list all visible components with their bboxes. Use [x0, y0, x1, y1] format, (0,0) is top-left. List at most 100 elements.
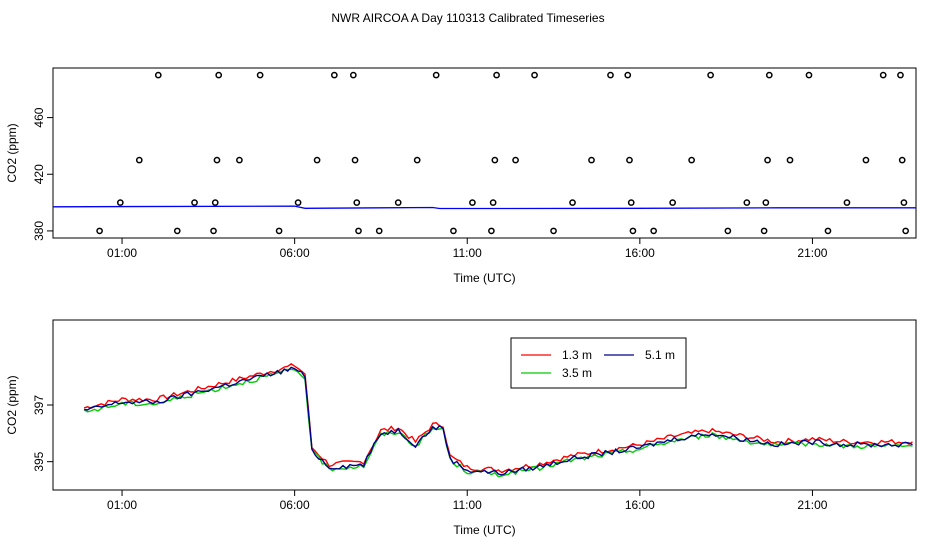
- top-x-tick-label-3: 16:00: [625, 246, 655, 260]
- scatter-point-14: [313, 156, 321, 164]
- scatter-point-47: [762, 199, 770, 206]
- top-y-axis-label: CO2 (ppm): [5, 123, 19, 182]
- scatter-point-16: [349, 71, 357, 79]
- scatter-point-10: [236, 156, 243, 164]
- scatter-point-33: [569, 199, 576, 206]
- scatter-point-11: [256, 71, 264, 79]
- bottom-y-tick-label-1: 397: [32, 395, 46, 415]
- scatter-point-9: [215, 71, 223, 79]
- scatter-point-59: [902, 227, 909, 235]
- scatter-point-15: [330, 71, 338, 79]
- scatter-point-38: [627, 199, 635, 206]
- scatter-point-32: [550, 227, 557, 235]
- top-y-axis: 380 420 460: [32, 107, 53, 241]
- scatter-point-49: [765, 71, 773, 79]
- scatter-point-23: [432, 71, 440, 79]
- scatter-point-8: [213, 156, 221, 164]
- scatter-point-42: [688, 156, 695, 164]
- top-panel: 01:00 06:00 11:00 16:00 21:00 380 420 460 Time…: [5, 67, 917, 285]
- bottom-x-tick-label-1: 06:00: [280, 498, 310, 512]
- scatter-point-1: [116, 199, 124, 206]
- top-x-tick-label-2: 11:00: [453, 246, 482, 260]
- scatter-point-5: [191, 199, 198, 206]
- top-series-line-0: [52, 205, 916, 210]
- scatter-point-20: [375, 227, 383, 235]
- scatter-point-46: [760, 227, 768, 235]
- scatter-point-51: [805, 71, 813, 79]
- scatter-point-45: [743, 199, 751, 206]
- legend-label-5-1m: 5.1 m: [645, 348, 675, 362]
- scatter-point-13: [294, 199, 302, 206]
- scatter-point-57: [898, 156, 906, 164]
- top-x-tick-label-4: 21:00: [797, 246, 827, 260]
- scatter-point-17: [351, 156, 359, 164]
- scatter-point-4: [173, 227, 181, 235]
- scatter-point-21: [394, 199, 402, 206]
- bottom-panel: 01:00 06:00 11:00 16:00 21:00 395 397 Time (U…: [5, 319, 917, 537]
- bottom-x-tick-label-3: 16:00: [625, 498, 655, 512]
- top-x-tick-label-1: 06:00: [280, 246, 310, 260]
- scatter-point-7: [211, 199, 219, 206]
- scatter-point-27: [489, 199, 497, 206]
- scatter-point-12: [275, 227, 283, 235]
- scatter-point-56: [897, 71, 904, 79]
- scatter-point-39: [629, 227, 637, 235]
- top-x-tick-label-0: 01:00: [107, 246, 137, 260]
- scatter-point-43: [707, 71, 714, 79]
- bottom-series-line-1-3-m: [83, 363, 913, 474]
- scatter-point-22: [413, 156, 421, 164]
- scatter-point-25: [469, 199, 476, 206]
- bottom-series-line-5-1-m: [83, 366, 913, 476]
- scatter-point-31: [531, 71, 538, 79]
- bottom-y-axis: 395 397: [32, 395, 53, 472]
- scatter-point-35: [607, 71, 614, 79]
- top-scatter-points: [96, 71, 909, 235]
- legend-box: [510, 337, 687, 389]
- top-x-axis-label: Time (UTC): [453, 271, 515, 285]
- top-x-axis: 01:00 06:00 11:00 16:00 21:00: [107, 237, 828, 260]
- top-series-lines: [52, 205, 916, 210]
- scatter-point-53: [843, 199, 851, 206]
- legend: 1.3 m 5.1 m 3.5 m: [510, 337, 687, 389]
- bottom-x-tick-label-2: 11:00: [453, 498, 482, 512]
- top-y-tick-label-1: 420: [32, 164, 46, 184]
- scatter-point-28: [491, 156, 499, 164]
- chart-title: NWR AIRCOA A Day 110313 Calibrated Times…: [331, 11, 604, 25]
- legend-label-1-3m: 1.3 m: [562, 348, 592, 362]
- scatter-point-6: [210, 227, 217, 235]
- scatter-point-48: [764, 156, 771, 164]
- scatter-point-34: [588, 156, 595, 164]
- scatter-point-24: [450, 227, 457, 235]
- top-y-tick-label-2: 460: [32, 107, 46, 127]
- top-y-tick-label-0: 380: [32, 221, 46, 241]
- scatter-point-40: [650, 227, 657, 235]
- scatter-point-19: [355, 227, 362, 235]
- scatter-point-2: [135, 156, 143, 164]
- scatter-point-44: [724, 227, 732, 235]
- scatter-point-29: [493, 71, 500, 79]
- bottom-x-tick-label-4: 21:00: [797, 498, 827, 512]
- scatter-point-55: [879, 71, 887, 79]
- bottom-series-line-3-5-m: [83, 368, 913, 478]
- scatter-point-50: [786, 156, 794, 164]
- scatter-point-41: [669, 199, 676, 206]
- top-plot-frame: [52, 67, 917, 239]
- scatter-point-26: [488, 227, 495, 235]
- bottom-x-tick-label-0: 01:00: [107, 498, 137, 512]
- scatter-point-58: [900, 199, 908, 206]
- scatter-point-3: [154, 71, 162, 79]
- scatter-point-30: [512, 156, 519, 164]
- bottom-x-axis-label: Time (UTC): [453, 523, 515, 537]
- bottom-x-axis: 01:00 06:00 11:00 16:00 21:00: [107, 489, 828, 512]
- scatter-point-18: [353, 199, 361, 206]
- scatter-point-52: [824, 227, 832, 235]
- scatter-point-54: [862, 156, 870, 164]
- bottom-y-tick-label-0: 395: [32, 451, 46, 471]
- bottom-plot-frame: [52, 319, 917, 491]
- bottom-series-lines: [83, 363, 913, 478]
- bottom-y-axis-label: CO2 (ppm): [5, 375, 19, 434]
- scatter-point-37: [626, 156, 633, 164]
- legend-label-3-5m: 3.5 m: [562, 366, 592, 380]
- scatter-point-36: [624, 71, 632, 79]
